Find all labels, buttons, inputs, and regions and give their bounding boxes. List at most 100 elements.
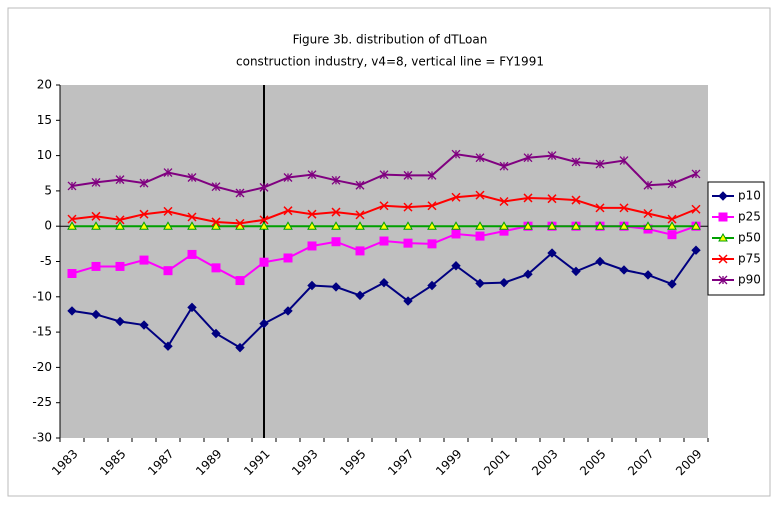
marker [643, 270, 653, 280]
marker [139, 221, 149, 230]
y-tick-label: 10 [37, 148, 52, 162]
marker [307, 280, 317, 291]
marker [595, 221, 605, 230]
marker [211, 221, 221, 230]
marker [187, 302, 197, 313]
marker [331, 237, 341, 247]
marker [475, 231, 485, 241]
marker [115, 215, 125, 225]
marker [283, 253, 293, 263]
marker [547, 248, 557, 258]
marker [283, 306, 293, 316]
marker [475, 153, 485, 163]
marker [91, 177, 101, 187]
marker [187, 221, 197, 230]
marker [667, 179, 677, 189]
marker [355, 210, 365, 220]
marker [667, 214, 677, 224]
marker [307, 170, 317, 180]
marker [547, 194, 557, 204]
marker [259, 318, 269, 329]
marker [619, 221, 629, 230]
marker [91, 211, 101, 221]
marker [163, 206, 173, 216]
marker [427, 201, 437, 211]
legend-label: p50 [738, 231, 761, 245]
marker [235, 342, 245, 353]
marker [67, 221, 77, 230]
marker [499, 221, 509, 230]
marker [619, 156, 629, 166]
marker [379, 221, 389, 230]
marker [163, 341, 173, 351]
y-tick-label: -30 [32, 431, 52, 445]
marker [379, 236, 389, 246]
marker [235, 218, 245, 228]
marker [667, 221, 677, 230]
marker [571, 157, 581, 167]
chart-title: Figure 3b. distribution of dTLoan [293, 33, 488, 47]
marker [523, 153, 533, 163]
y-tick-label: 0 [44, 219, 52, 233]
y-tick-label: -5 [40, 254, 52, 268]
marker [619, 203, 629, 213]
marker [571, 266, 581, 277]
legend-label: p10 [738, 189, 761, 203]
marker [307, 221, 317, 230]
y-tick-label: -10 [32, 289, 52, 303]
marker [691, 245, 701, 255]
marker [643, 221, 653, 230]
marker [91, 309, 101, 320]
marker [331, 221, 341, 230]
marker [355, 180, 365, 190]
marker [379, 170, 389, 180]
marker [163, 168, 173, 178]
y-tick-label: -20 [32, 360, 52, 374]
y-tick-label: -15 [32, 325, 52, 339]
marker [451, 229, 461, 239]
marker [451, 192, 461, 202]
marker [139, 209, 149, 219]
marker [283, 173, 293, 182]
marker [307, 241, 317, 251]
marker [403, 202, 413, 212]
marker [523, 221, 533, 230]
legend-marker [718, 212, 728, 222]
marker [595, 203, 605, 213]
marker [115, 175, 125, 185]
marker [91, 261, 101, 271]
marker [691, 221, 701, 230]
marker [211, 217, 221, 227]
y-tick-label: 15 [37, 113, 52, 127]
marker [211, 263, 221, 273]
marker [451, 149, 461, 159]
marker [259, 221, 269, 230]
marker [403, 238, 413, 248]
marker [259, 257, 269, 267]
legend-marker [718, 254, 728, 264]
marker [691, 204, 701, 214]
marker [67, 269, 77, 279]
marker [283, 221, 293, 230]
marker [667, 279, 677, 289]
marker [187, 173, 197, 182]
marker [355, 290, 365, 301]
marker [499, 277, 509, 288]
y-tick-label: 5 [44, 183, 52, 197]
y-tick-label: 20 [37, 78, 52, 92]
marker [115, 261, 125, 271]
marker [523, 193, 533, 203]
plot-area [60, 85, 708, 438]
marker [451, 221, 461, 230]
marker [427, 280, 437, 291]
marker [283, 206, 293, 216]
marker [355, 246, 365, 256]
marker [643, 180, 653, 190]
marker [427, 170, 437, 180]
marker [67, 214, 77, 224]
marker [67, 181, 77, 191]
marker [331, 175, 341, 185]
marker [643, 208, 653, 219]
marker [451, 261, 461, 271]
marker [475, 278, 485, 289]
